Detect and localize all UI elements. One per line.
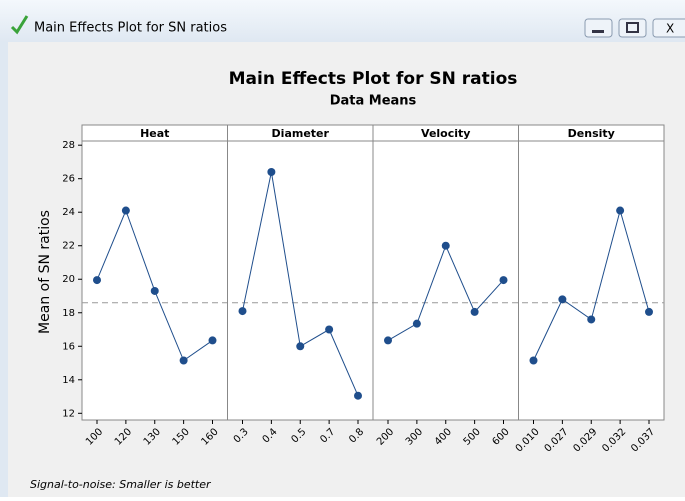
y-tick-label: 18 (62, 308, 75, 319)
close-icon: X (666, 22, 674, 36)
point (267, 168, 276, 176)
footnote: Signal-to-noise: Smaller is better (30, 478, 212, 491)
point (499, 276, 508, 285)
close-button[interactable] (652, 18, 685, 38)
point (529, 356, 538, 365)
y-tick-label: 24 (62, 207, 75, 218)
point (441, 241, 450, 250)
panel-title: Velocity (421, 127, 470, 140)
point (616, 206, 625, 215)
panel-title: Heat (140, 127, 169, 140)
y-tick-label: 12 (62, 408, 75, 419)
chart-title: Main Effects Plot for SN ratios (229, 69, 518, 89)
maximize-icon (626, 22, 639, 33)
title-bar (0, 0, 685, 42)
point (558, 295, 567, 304)
point (296, 342, 305, 351)
panel-title: Diameter (272, 127, 330, 140)
chart-subtitle: Data Means (330, 94, 417, 109)
point (121, 206, 130, 215)
point (470, 307, 479, 316)
maximize-button[interactable] (618, 18, 647, 38)
panel-header (518, 124, 665, 142)
point (645, 307, 653, 316)
point (325, 325, 334, 334)
app-icon (10, 15, 29, 35)
point (150, 286, 159, 295)
window-title: Main Effects Plot for SN ratios (34, 21, 227, 36)
point (208, 336, 217, 345)
y-tick-label: 22 (62, 241, 75, 252)
point (412, 319, 421, 328)
point (587, 315, 596, 324)
y-tick-label: 28 (62, 140, 75, 151)
point (238, 307, 247, 316)
point (354, 391, 362, 400)
point (93, 276, 101, 285)
y-tick-label: 16 (62, 341, 75, 352)
panel-title: Density (568, 127, 615, 140)
y-tick-label: 14 (62, 375, 75, 386)
y-axis-label: Mean of SN ratios (37, 210, 53, 334)
point (179, 356, 188, 365)
y-tick-label: 26 (62, 174, 75, 185)
minimize-icon (592, 30, 604, 33)
y-tick-label: 20 (62, 274, 75, 285)
minimize-button[interactable] (584, 18, 613, 38)
point (384, 336, 392, 345)
